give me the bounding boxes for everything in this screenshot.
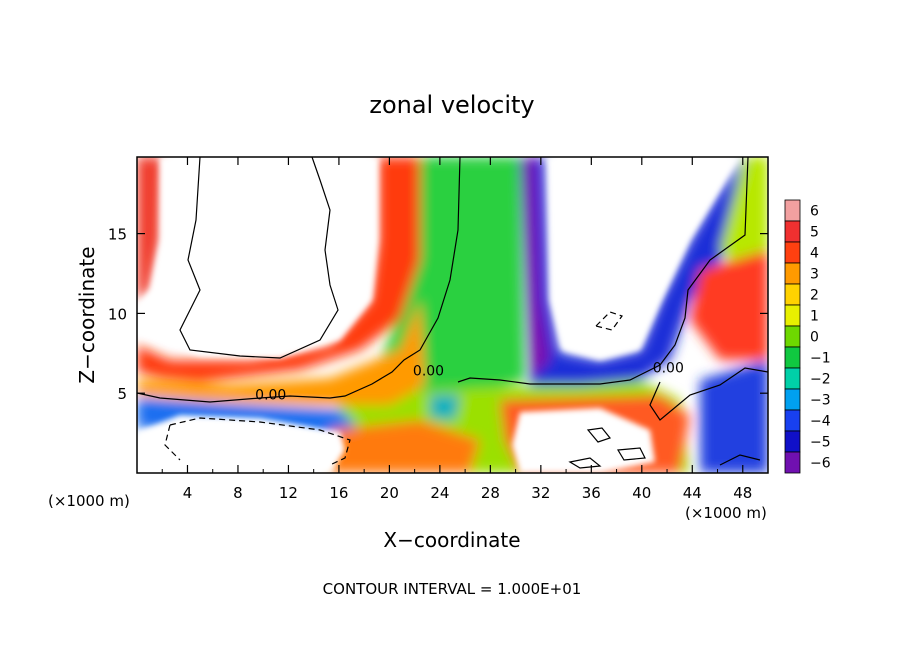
- colorbar-label: −1: [810, 351, 831, 367]
- colorbar-swatch: [784, 388, 801, 411]
- colorbar-swatch: [784, 199, 801, 222]
- x-tick-label: 28: [481, 484, 500, 502]
- x-tick-label: 32: [531, 484, 550, 502]
- x-tick-label: 24: [430, 484, 449, 502]
- contour-interval-note: CONTOUR INTERVAL = 1.000E+01: [323, 580, 582, 598]
- colorbar-label: −4: [810, 414, 831, 430]
- colorbar-label: −6: [810, 456, 831, 472]
- colorbar-swatch: [784, 325, 801, 348]
- colorbar-swatch: [784, 304, 801, 327]
- colorbar-swatch: [784, 430, 801, 453]
- x-tick-label: 44: [683, 484, 702, 502]
- colorbar-label: 4: [810, 246, 819, 262]
- plot-frame: [136, 156, 769, 474]
- contour-label: 0.00: [413, 363, 444, 379]
- y-axis-ticks: 5 10 15: [108, 226, 768, 403]
- colorbar-label: 5: [810, 225, 819, 241]
- colorbar-swatch: [784, 409, 801, 432]
- x-tick-label: 4: [183, 484, 193, 502]
- x-axis-label: X−coordinate: [383, 528, 520, 552]
- y-tick-label: 15: [108, 226, 127, 244]
- x-axis-ticks: 4 8 12 16 20 24 28 32 36 40 44 48: [161, 157, 752, 502]
- x-tick-label: 48: [733, 484, 752, 502]
- colorbar-swatch: [784, 283, 801, 306]
- colorbar-label: 2: [810, 288, 819, 304]
- colorbar: 6 5 4 3 2 1 0 −1 −2 −3 −4 −5 −6: [784, 199, 831, 474]
- colorbar-label: −5: [810, 435, 831, 451]
- colorbar-label: 1: [810, 309, 819, 325]
- y-unit-label: (×1000 m): [48, 492, 130, 510]
- colorbar-swatch: [784, 346, 801, 369]
- contour-label: 0.00: [255, 387, 286, 403]
- x-tick-label: 12: [279, 484, 298, 502]
- colorbar-swatch: [784, 367, 801, 390]
- x-unit-label: (×1000 m): [685, 504, 767, 522]
- x-tick-label: 8: [233, 484, 243, 502]
- colorbar-label: −3: [810, 393, 831, 409]
- colorbar-label: −2: [810, 372, 831, 388]
- x-tick-label: 40: [632, 484, 651, 502]
- colorbar-label: 6: [810, 204, 819, 220]
- colorbar-label: 3: [810, 267, 819, 283]
- x-tick-label: 36: [582, 484, 601, 502]
- colorbar-swatch: [784, 451, 801, 474]
- x-tick-label: 16: [329, 484, 348, 502]
- colorbar-swatch: [784, 241, 801, 264]
- y-axis-label: Z−coordinate: [75, 246, 99, 383]
- chart-title: zonal velocity: [369, 91, 534, 119]
- colorbar-label: 0: [810, 330, 819, 346]
- y-tick-label: 10: [108, 305, 127, 323]
- y-tick-label: 5: [117, 385, 127, 403]
- x-tick-label: 20: [380, 484, 399, 502]
- contour-label-group: 0.00 0.00 0.00: [255, 360, 684, 403]
- colorbar-swatch: [784, 220, 801, 243]
- colorbar-swatch: [784, 262, 801, 285]
- velocity-field: [137, 157, 768, 473]
- contour-label: 0.00: [653, 360, 684, 376]
